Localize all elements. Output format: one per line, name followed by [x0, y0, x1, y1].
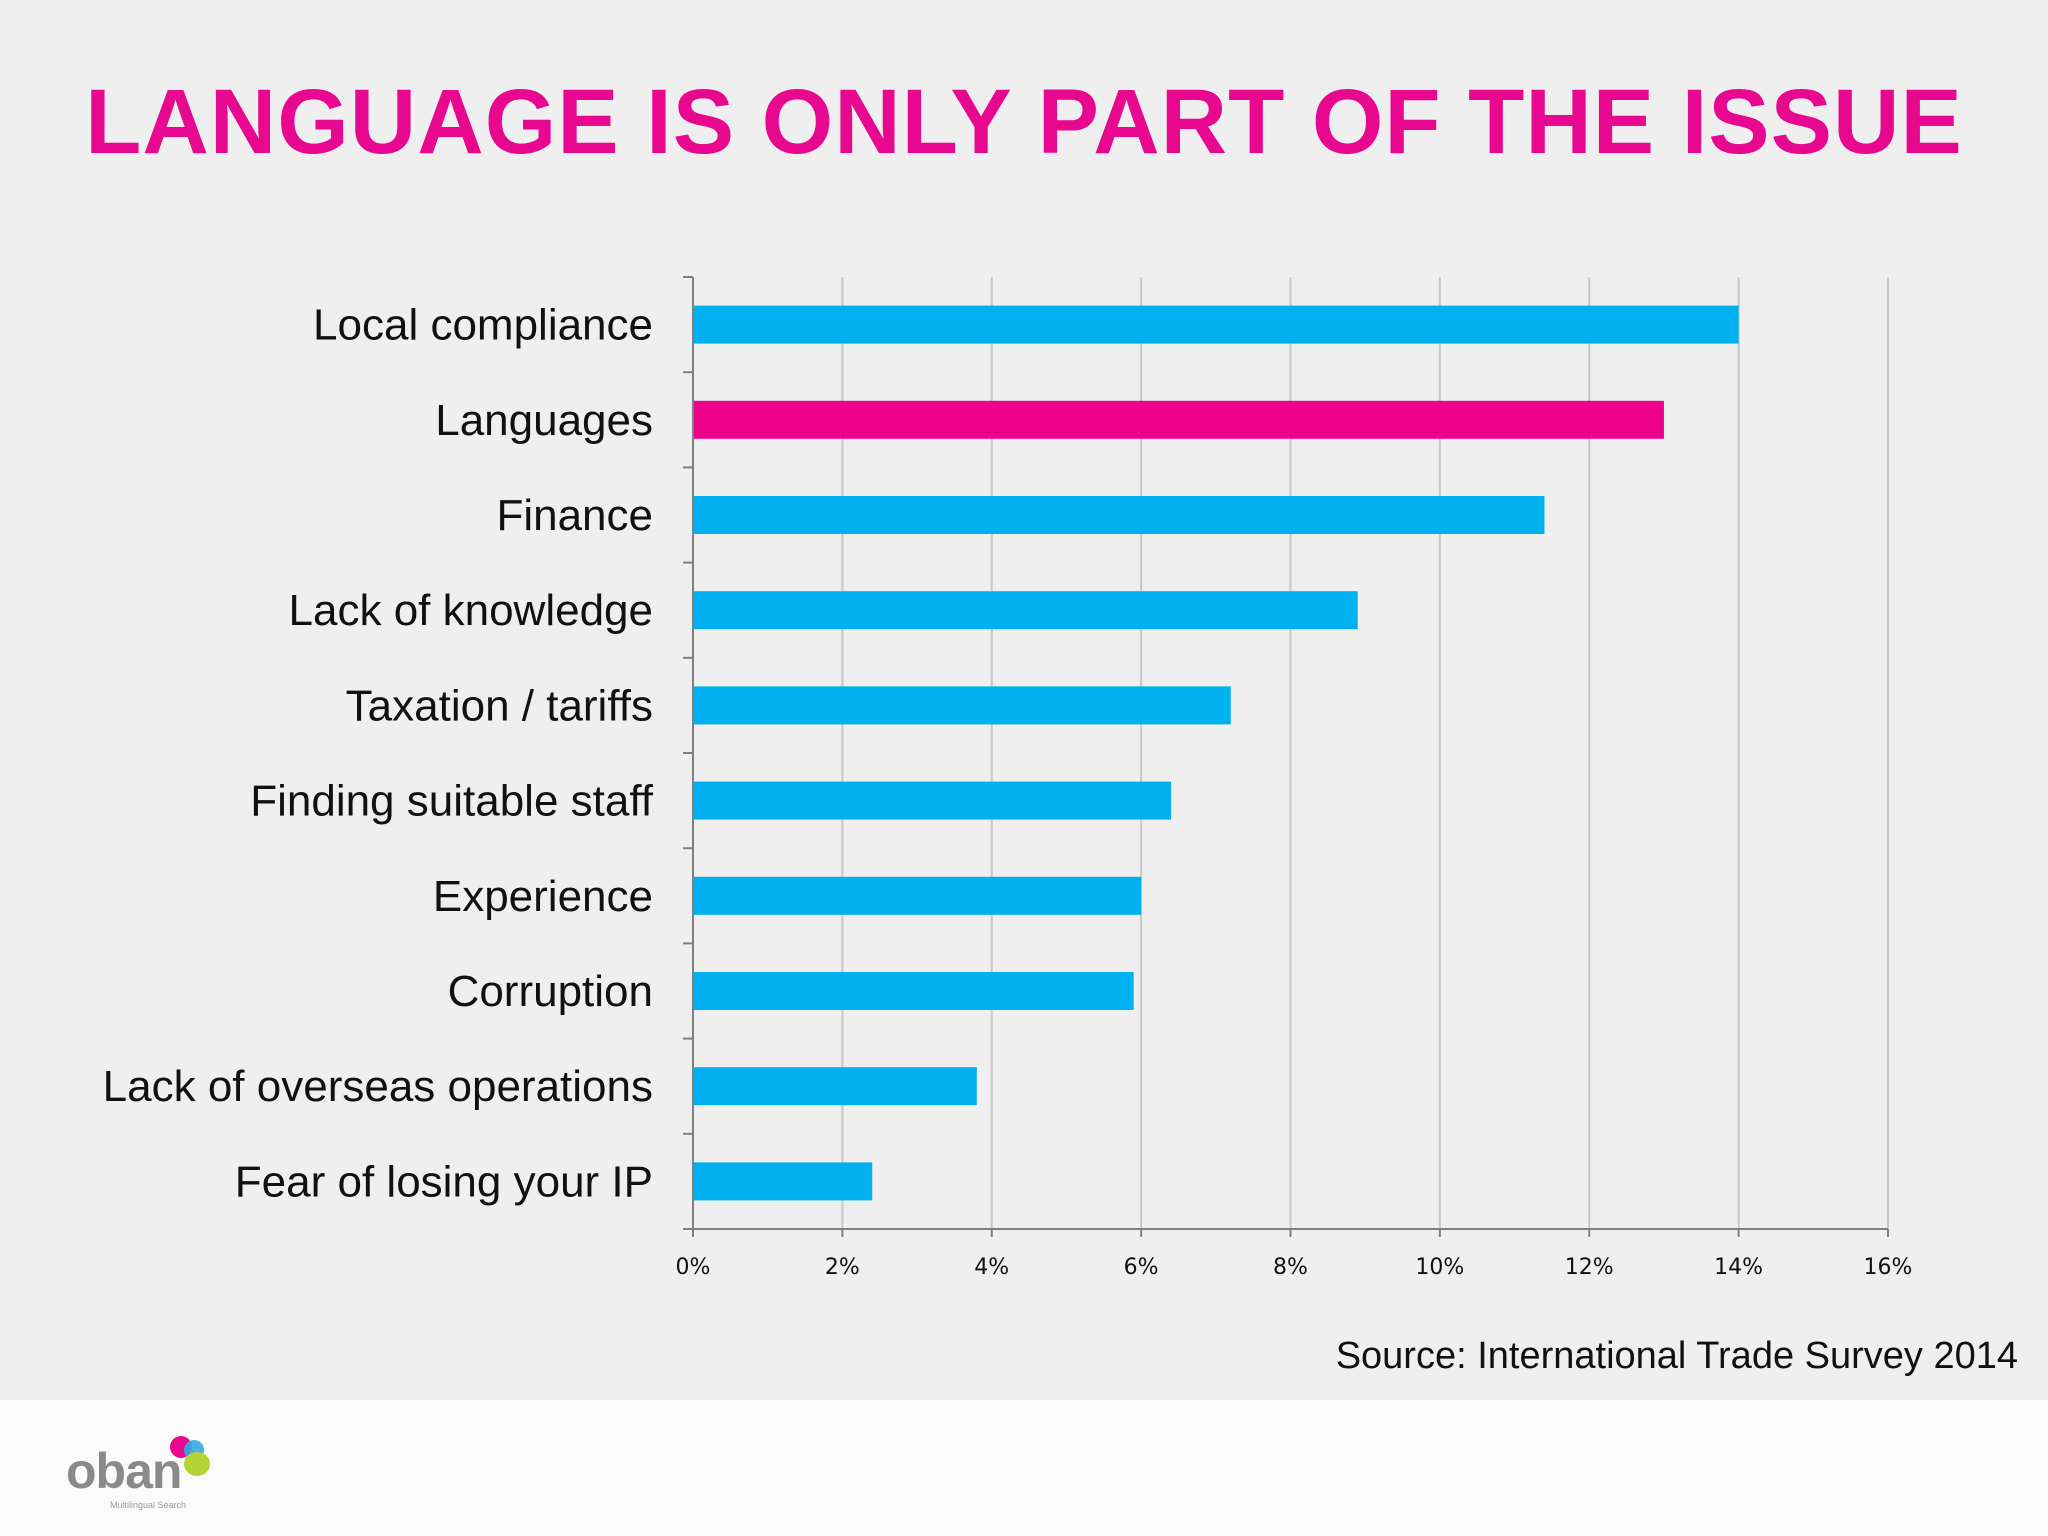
category-label: Taxation / tariffs	[346, 681, 653, 730]
bar	[694, 781, 1171, 820]
footer: oban Multilingual Search	[0, 1400, 2048, 1536]
bar	[694, 972, 1134, 1010]
x-tick-label: 16%	[1864, 1255, 1913, 1280]
category-label: Corruption	[448, 967, 653, 1016]
slide: LANGUAGE IS ONLY PART OF THE ISSUE 0% 2% 4…	[85, 71, 2018, 1377]
bar	[694, 305, 1739, 344]
bar	[694, 876, 1142, 915]
x-tick-label: 6%	[1124, 1255, 1159, 1280]
x-tick-label: 8%	[1273, 1255, 1308, 1280]
x-tick-label: 2%	[825, 1255, 860, 1280]
category-label: Lack of knowledge	[289, 586, 653, 635]
bar	[694, 591, 1358, 630]
bar	[694, 1162, 873, 1201]
x-tick-label: 10%	[1415, 1255, 1464, 1280]
logo-wordmark: oban	[66, 1443, 182, 1499]
bar	[694, 400, 1664, 439]
category-label: Finance	[496, 491, 653, 540]
category-label: Languages	[435, 396, 653, 445]
category-label: Finding suitable staff	[250, 777, 654, 826]
x-tick-label: 0%	[676, 1255, 711, 1280]
bar-chart: 0% 2% 4% 6% 8% 10% 12% 14% 16% Local compliance La…	[103, 276, 1913, 1280]
oban-logo: oban Multilingual Search	[66, 1436, 226, 1516]
logo-bubble-green-icon	[184, 1452, 210, 1476]
bar	[694, 496, 1545, 534]
category-label: Experience	[433, 872, 653, 921]
x-tick-label: 14%	[1714, 1255, 1763, 1280]
slide-title: LANGUAGE IS ONLY PART OF THE ISSUE	[85, 71, 1963, 173]
category-label: Lack of overseas operations	[103, 1062, 653, 1111]
source-note: Source: International Trade Survey 2014	[1335, 1335, 2018, 1377]
category-label: Fear of losing your IP	[235, 1157, 653, 1206]
x-tick-label: 12%	[1565, 1255, 1614, 1280]
bar	[694, 686, 1231, 725]
logo-tagline: Multilingual Search	[110, 1500, 187, 1510]
x-tick-label: 4%	[974, 1255, 1009, 1280]
bar	[694, 1067, 977, 1106]
category-label: Local compliance	[313, 301, 653, 350]
